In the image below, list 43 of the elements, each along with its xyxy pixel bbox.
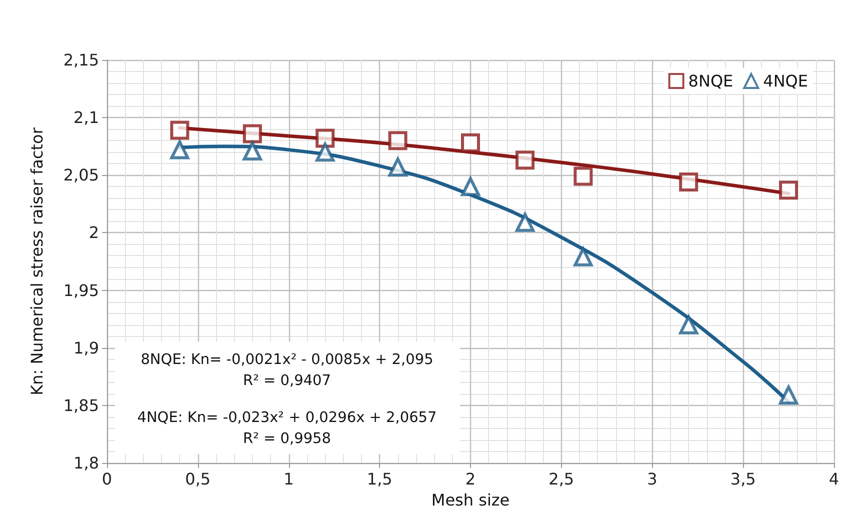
point xyxy=(242,141,262,160)
point xyxy=(316,128,335,148)
x-tick-label: 2 xyxy=(465,470,476,488)
point xyxy=(316,142,335,162)
legend-label: 4NQE xyxy=(763,72,808,90)
y-tick-label: 1,95 xyxy=(63,280,99,300)
point xyxy=(516,212,535,232)
point xyxy=(779,386,798,405)
x-tick-label: 0 xyxy=(102,470,112,488)
y-tick-label: 1,8 xyxy=(74,454,99,472)
y-tick-label: 1,85 xyxy=(63,396,99,415)
point xyxy=(461,133,480,152)
x-axis-title: Mesh size xyxy=(431,490,510,510)
x-tick-label: 0,5 xyxy=(185,470,211,488)
point xyxy=(461,177,480,196)
point xyxy=(679,172,698,192)
annotation: 4NQE: Kn= -0,023x² + 0,0296x + 2,0657 xyxy=(137,410,437,426)
point xyxy=(242,124,262,144)
annotation: R² = 0,9407 xyxy=(243,373,331,389)
annotation: 8NQE: Kn= -0,0021x² - 0,0085x + 2,095 xyxy=(140,352,434,368)
point xyxy=(574,166,593,186)
x-tick-label: 4 xyxy=(828,470,840,488)
x-tick-label: 1 xyxy=(284,470,294,488)
point xyxy=(388,158,408,177)
point xyxy=(779,180,798,200)
y-tick-label: 2 xyxy=(88,223,99,242)
y-tick-label: 2,15 xyxy=(63,50,99,70)
point xyxy=(516,150,535,170)
legend-label: 8NQE xyxy=(688,72,734,90)
x-tick-label: 3 xyxy=(647,470,658,488)
point xyxy=(170,140,190,160)
y-axis-title: Kn: Numerical stress raiser factor xyxy=(28,127,46,396)
x-tick-label: 1,5 xyxy=(366,470,392,488)
point xyxy=(679,315,698,334)
point xyxy=(574,247,593,266)
y-tick-label: 2,05 xyxy=(63,166,99,185)
x-tick-label: 3,5 xyxy=(730,470,756,488)
annotation: R² = 0,9958 xyxy=(243,431,331,447)
y-tick-label: 2,1 xyxy=(74,108,99,128)
x-tick-label: 2,5 xyxy=(548,470,574,488)
point xyxy=(170,120,190,140)
point xyxy=(388,131,408,150)
y-tick-label: 1,9 xyxy=(74,338,99,358)
